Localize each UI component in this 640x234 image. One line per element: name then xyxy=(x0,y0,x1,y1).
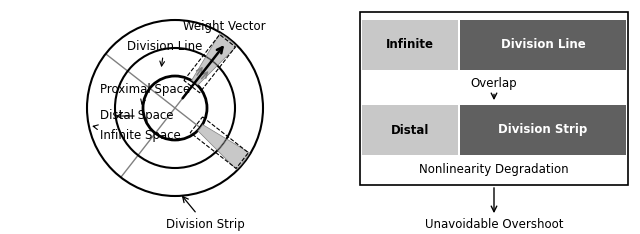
Text: Division Strip: Division Strip xyxy=(166,218,244,231)
Text: Distal Space: Distal Space xyxy=(100,110,173,123)
Bar xyxy=(362,105,458,155)
Text: Proximal Space: Proximal Space xyxy=(100,84,191,104)
Text: Division Line: Division Line xyxy=(127,40,202,66)
Wedge shape xyxy=(206,33,237,65)
Bar xyxy=(460,20,626,70)
Wedge shape xyxy=(218,139,250,170)
Text: Infinite: Infinite xyxy=(386,39,434,51)
Text: Distal: Distal xyxy=(391,124,429,136)
Text: Unavoidable Overshoot: Unavoidable Overshoot xyxy=(425,217,563,230)
Text: Overlap: Overlap xyxy=(470,77,517,90)
Wedge shape xyxy=(191,57,217,85)
Text: Weight Vector: Weight Vector xyxy=(184,20,266,33)
Text: Nonlinearity Degradation: Nonlinearity Degradation xyxy=(419,164,569,176)
Text: Infinite Space: Infinite Space xyxy=(93,125,181,143)
Bar xyxy=(460,105,626,155)
Text: Division Line: Division Line xyxy=(500,39,586,51)
Bar xyxy=(360,12,628,185)
Wedge shape xyxy=(198,125,226,150)
Text: Division Strip: Division Strip xyxy=(499,124,588,136)
Bar xyxy=(362,20,458,70)
